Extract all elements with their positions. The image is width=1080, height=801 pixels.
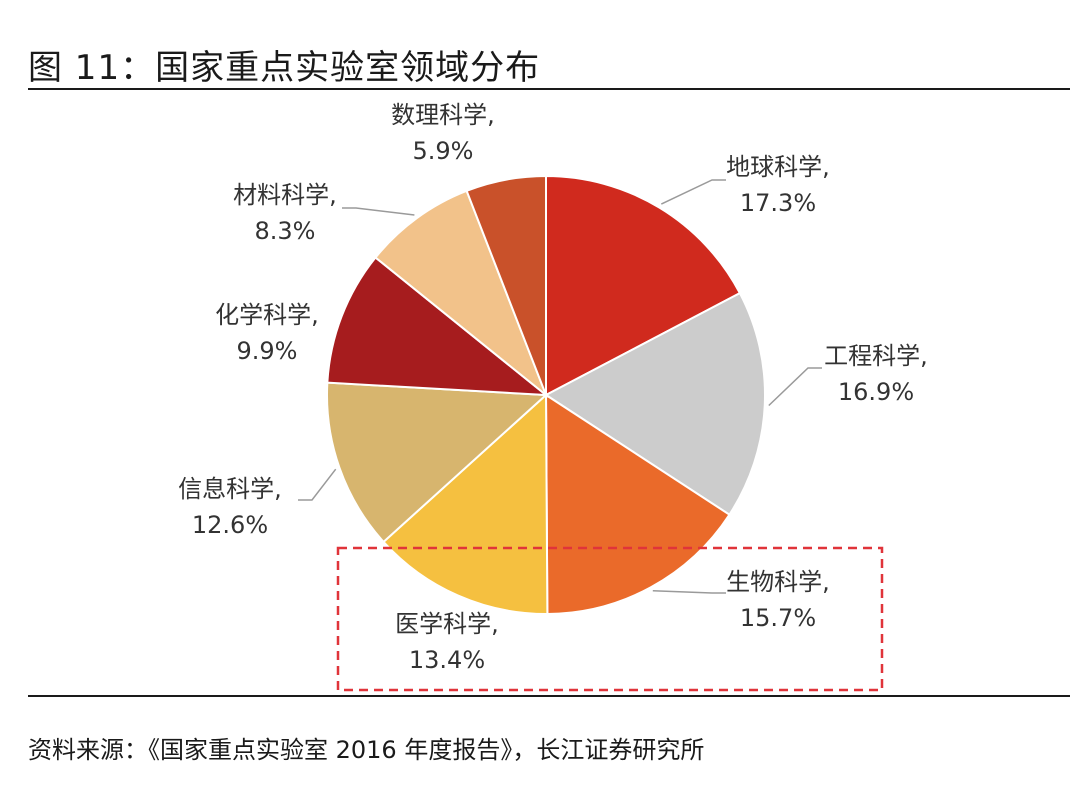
slice-name-label: 材料科学, — [233, 181, 337, 209]
pie-slice-4 — [382, 392, 549, 616]
leader-line-1 — [660, 179, 726, 205]
pie-slices — [326, 174, 766, 616]
source-rule — [28, 695, 1070, 697]
title-rule — [28, 88, 1070, 90]
pie-slice-2 — [544, 291, 766, 517]
pie-slice-1 — [545, 174, 742, 397]
slice-name-label: 化学科学, — [215, 301, 319, 329]
slice-name-label: 数理科学, — [391, 101, 495, 129]
leader-line-5 — [298, 468, 337, 501]
pie-slice-7 — [374, 189, 549, 399]
slice-name-label: 工程科学, — [824, 342, 928, 370]
slice-value-label: 15.7% — [740, 604, 816, 632]
slice-value-label: 9.9% — [237, 337, 298, 365]
pie-slice-8 — [465, 174, 547, 396]
slice-name-label: 医学科学, — [395, 610, 499, 638]
slice-value-label: 16.9% — [838, 378, 914, 406]
leader-line-2 — [768, 367, 822, 407]
leader-lines — [298, 179, 822, 594]
leader-line-7 — [342, 207, 415, 216]
slice-value-label: 17.3% — [740, 189, 816, 217]
slice-value-label: 12.6% — [192, 511, 268, 539]
slice-name-label: 生物科学, — [726, 568, 830, 596]
pie-slice-6 — [326, 256, 550, 397]
figure-title: 图 11：国家重点实验室领域分布 — [28, 48, 541, 88]
pie-slice-5 — [326, 381, 549, 544]
slice-name-label: 信息科学, — [178, 475, 282, 503]
slice-labels: 地球科学, 17.3% 工程科学, 16.9% 生物科学, 15.7% 医学科学, 13.4%… — [178, 101, 928, 674]
slice-value-label: 8.3% — [255, 217, 316, 245]
pie-slice-3 — [544, 393, 731, 616]
leader-line-3 — [652, 590, 726, 594]
slice-value-label: 13.4% — [409, 646, 485, 674]
highlight-box — [336, 546, 884, 692]
source-note: 资料来源：《国家重点实验室 2016 年度报告》，长江证券研究所 — [28, 736, 705, 764]
slice-value-label: 5.9% — [413, 137, 474, 165]
slice-name-label: 地球科学, — [726, 153, 830, 181]
